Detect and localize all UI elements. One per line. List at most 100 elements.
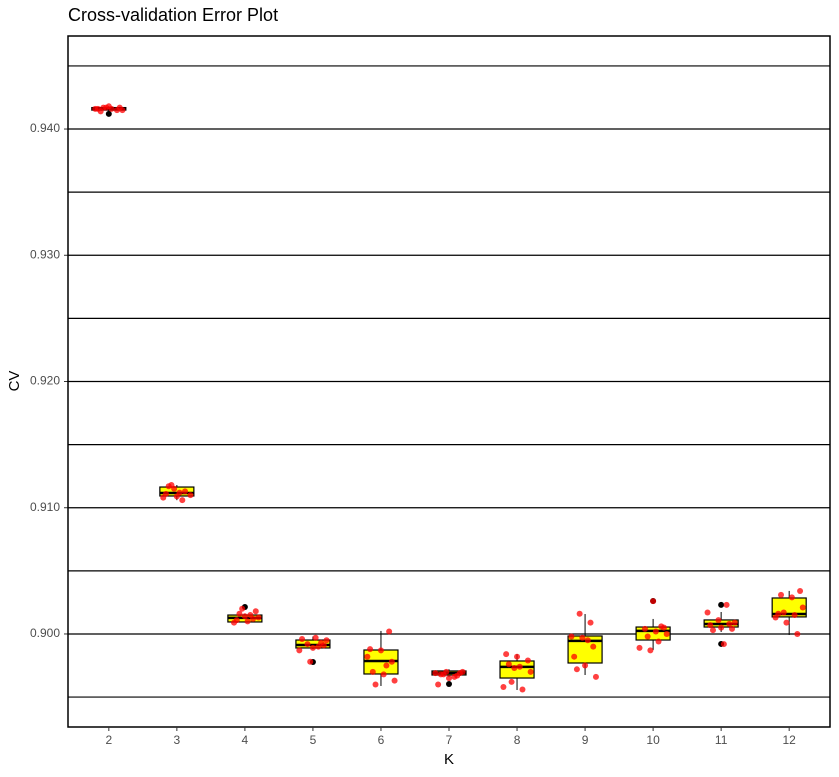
jitter-point [503, 651, 510, 658]
jitter-point [108, 105, 115, 112]
jitter-point [119, 107, 126, 114]
jitter-point [173, 493, 180, 500]
jitter-point [568, 633, 575, 640]
y-tick-label: 0.910 [30, 500, 60, 514]
outlier [446, 680, 452, 687]
jitter-point [707, 622, 714, 629]
jitter-point [388, 658, 395, 665]
x-tick-label: 12 [782, 733, 796, 747]
jitter-point [239, 605, 246, 612]
jitter-point [636, 644, 643, 651]
jitter-point [647, 647, 654, 654]
outlier [718, 601, 725, 608]
outlier [105, 110, 112, 117]
jitter-point [641, 625, 648, 632]
jitter-point [658, 623, 665, 630]
jitter-point [587, 619, 594, 626]
jitter-point [296, 647, 303, 654]
jitter-point [162, 490, 169, 497]
jitter-point [718, 624, 725, 631]
jitter-point [364, 653, 371, 660]
jitter-point [383, 662, 390, 669]
jitter-point [655, 638, 662, 645]
jitter-point [592, 673, 599, 680]
jitter-point [527, 668, 534, 675]
x-tick-label: 7 [446, 733, 453, 747]
jitter-point [519, 686, 526, 693]
x-tick-label: 8 [514, 733, 521, 747]
jitter-point [788, 594, 795, 601]
jitter-point [299, 636, 306, 643]
jitter-point [791, 612, 798, 619]
jitter-point [780, 609, 787, 616]
jitter-point [233, 617, 240, 624]
jitter-point [241, 613, 248, 620]
jitter-point [524, 657, 531, 664]
jitter-point [320, 642, 327, 649]
y-tick-label: 0.940 [30, 121, 60, 135]
jitter-point [367, 646, 374, 653]
jitter-point [729, 625, 736, 632]
jitter-point [573, 666, 580, 673]
jitter-point [187, 492, 194, 499]
jitter-point [435, 681, 442, 688]
jitter-point [582, 662, 589, 669]
jitter-point [783, 619, 790, 626]
jitter-point [505, 661, 512, 668]
x-tick-label: 10 [646, 733, 660, 747]
jitter-point [571, 653, 578, 660]
jitter-point [182, 488, 189, 495]
jitter-point [244, 618, 251, 625]
jitter-point [590, 643, 597, 650]
y-axis-title: CV [6, 371, 23, 392]
jitter-point [663, 630, 670, 637]
chart-title: Cross-validation Error Plot [68, 5, 278, 25]
jitter-point [644, 633, 651, 640]
jitter-point [377, 647, 384, 654]
jitter-point [391, 677, 398, 684]
jitter-point [171, 485, 178, 492]
jitter-point [255, 614, 262, 621]
jitter-point [100, 104, 107, 111]
x-axis-title: K [444, 751, 454, 768]
jitter-point [652, 628, 659, 635]
jitter-point [508, 678, 515, 685]
jitter-point [236, 610, 243, 617]
y-tick-label: 0.900 [30, 626, 60, 640]
jitter-point [323, 637, 330, 644]
jitter-point [715, 617, 722, 624]
jitter-point [437, 671, 444, 678]
y-tick-label: 0.930 [30, 247, 60, 261]
jitter-point [456, 670, 463, 677]
jitter-point [514, 653, 521, 660]
jitter-point [443, 668, 450, 675]
jitter-point [312, 634, 319, 641]
jitter-point [511, 665, 518, 672]
jitter-point [500, 683, 507, 690]
jitter-point [516, 663, 523, 670]
jitter-point [252, 608, 259, 615]
x-tick-label: 11 [715, 733, 728, 747]
jitter-point [584, 637, 591, 644]
x-tick-label: 2 [105, 733, 112, 747]
jitter-point [307, 658, 314, 665]
jitter-point [576, 610, 583, 617]
jitter-point [179, 497, 186, 504]
x-tick-label: 3 [174, 733, 181, 747]
jitter-point [794, 630, 801, 637]
jitter-point [778, 591, 785, 598]
x-tick-label: 5 [310, 733, 317, 747]
jitter-point [731, 619, 738, 626]
jitter-point [304, 641, 311, 648]
jitter-point [799, 604, 806, 611]
jitter-point [720, 641, 727, 648]
x-tick-label: 6 [378, 733, 385, 747]
jitter-point [372, 681, 379, 688]
jitter-point [709, 627, 716, 634]
jitter-point [309, 644, 316, 651]
jitter-point [380, 671, 387, 678]
x-tick-label: 9 [582, 733, 589, 747]
jitter-point [369, 668, 376, 675]
jitter-point [446, 675, 452, 682]
